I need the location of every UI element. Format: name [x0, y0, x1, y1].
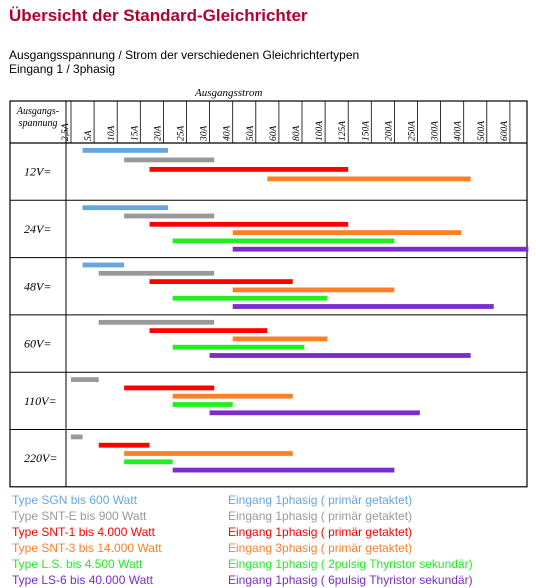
range-bar [124, 385, 215, 391]
x-tick-label: 50A [246, 126, 256, 142]
range-bar [232, 336, 328, 342]
x-tick-label: 500A [477, 121, 487, 141]
range-bar [172, 393, 293, 399]
x-tick-label: 125A [338, 121, 348, 141]
x-tick-label: 300A [431, 121, 441, 142]
range-bar [149, 328, 268, 333]
range-bar [232, 304, 494, 309]
x-tick-label: 100A [315, 121, 325, 141]
legend-type-entry: Type LS-6 bis 40.000 Watt [12, 573, 153, 587]
range-bar [124, 459, 173, 465]
range-bar [232, 230, 462, 235]
legend-input-entry: Eingang 1phasig ( 6pulsig Thyristor seku… [228, 573, 473, 587]
legend-type-entry: Type SGN bis 600 Watt [12, 493, 137, 507]
x-tick-label: 250A [408, 121, 418, 141]
range-bar [149, 221, 349, 227]
x-tick-label: 200A [384, 121, 394, 141]
page-title: Übersicht der Standard-Gleichrichter [9, 6, 308, 25]
row-label: 220V= [24, 451, 57, 465]
x-tick-label: 40A [223, 126, 233, 142]
legend-input-entry: Eingang 1phasig ( primär getaktet) [228, 525, 413, 539]
range-bar [149, 279, 293, 284]
legend-input-entry: Eingang 1phasig ( primär getaktet) [228, 493, 413, 507]
range-bar [149, 167, 349, 172]
row-label: 24V= [24, 222, 51, 236]
range-bar [209, 410, 420, 416]
range-bar [98, 442, 150, 448]
x-tick-label: 5A [84, 130, 94, 141]
legend-type-entry: Type SNT-1 bis 4.000 Watt [12, 525, 155, 539]
x-tick-label: 15A [130, 126, 140, 142]
range-bar [172, 238, 395, 244]
legend-input-entry: Eingang 1phasig ( 2pulsig Thyristor seku… [228, 557, 473, 571]
range-bar [98, 270, 215, 276]
legend-input-entry: Eingang 1phasig ( primär getaktet) [228, 509, 413, 523]
legend-input-entry: Eingang 3phasig ( primär getaktet) [228, 541, 413, 555]
row-label: 48V= [24, 279, 51, 293]
range-bar [172, 467, 395, 473]
range-bar [98, 319, 215, 325]
x-tick-label: 20A [153, 126, 163, 142]
legend-type-entry: Type SNT-3 bis 14.000 Watt [12, 541, 162, 555]
y-header-label: spannung [19, 118, 58, 129]
x-tick-label: 600A [500, 121, 510, 141]
x-axis-title: Ausgangsstrom [195, 87, 263, 99]
range-bar [209, 353, 471, 358]
legend-type-entry: Type SNT-E bis 900 Watt [12, 509, 147, 523]
range-bar [172, 295, 328, 301]
range-bar [172, 344, 305, 350]
x-tick-label: 150A [361, 121, 371, 141]
range-bar [71, 434, 83, 440]
x-tick-label: 60A [269, 126, 279, 142]
range-bar [82, 148, 169, 153]
range-bar [82, 205, 169, 211]
x-tick-label: 10A [107, 126, 117, 142]
x-tick-label: 25A [177, 126, 187, 142]
range-bar [232, 246, 529, 252]
range-bar [124, 157, 215, 163]
y-header-label: Ausgangs- [16, 106, 59, 117]
x-tick-label: 400A [454, 121, 464, 141]
subtitle-input: Eingang 1 / 3phasig [9, 62, 116, 76]
range-bar [267, 176, 471, 182]
range-bar [124, 451, 293, 456]
range-bar [71, 377, 99, 382]
row-label: 110V= [24, 394, 57, 408]
chart-frame [9, 100, 528, 488]
x-tick-label: 2,5A [61, 123, 71, 141]
row-label: 60V= [24, 337, 51, 351]
legend-types: Type SGN bis 600 Watt Type SNT-E bis 900 … [12, 492, 162, 588]
legend-type-entry: Type L.S. bis 4.500 Watt [12, 557, 143, 571]
range-bar [124, 213, 215, 219]
row-label: 12V= [24, 165, 51, 179]
x-tick-label: 80A [292, 126, 302, 142]
x-tick-label: 30A [200, 126, 210, 143]
range-bar [232, 287, 395, 293]
range-bar [82, 262, 125, 268]
subtitle: Ausgangsspannung / Strom der verschieden… [9, 48, 360, 62]
range-bar [172, 402, 233, 407]
legend-inputs: Eingang 1phasig ( primär getaktet) Eingan… [228, 492, 473, 588]
